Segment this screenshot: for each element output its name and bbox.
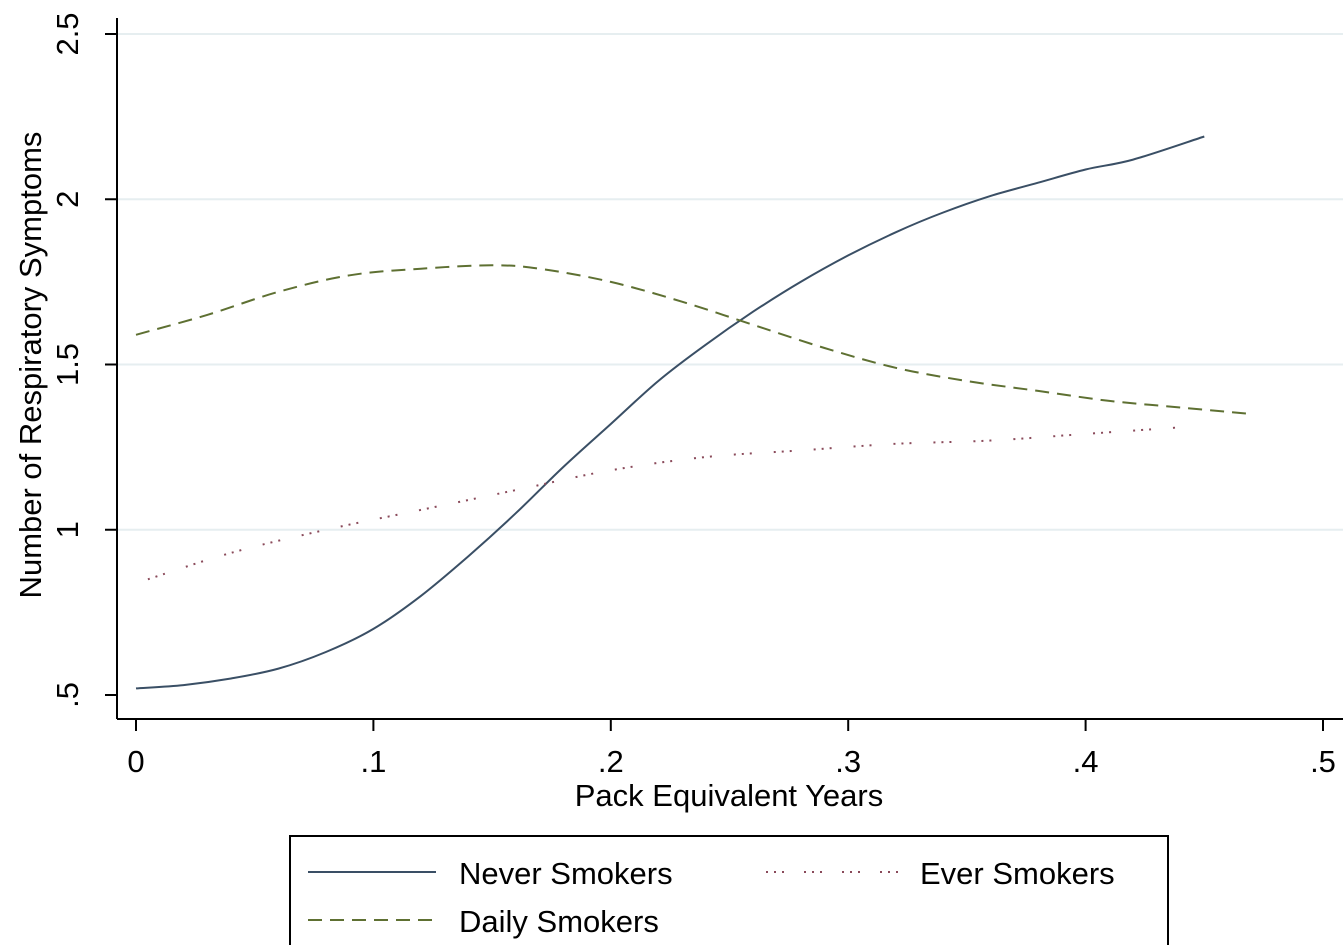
x-tick-label: .3 <box>835 744 861 779</box>
x-axis-title: Pack Equivalent Years <box>575 778 884 813</box>
gridlines <box>117 33 1343 531</box>
series-line-never-smokers <box>135 135 1205 690</box>
y-ticks: .5 1 1.5 2 2.5 <box>50 12 117 708</box>
y-tick-label: 2.5 <box>50 12 85 55</box>
legend-box <box>289 835 1169 945</box>
x-ticks: 0 .1 .2 .3 .4 .5 <box>127 719 1336 779</box>
y-axis-title: Number of Respiratory Symptoms <box>13 132 48 599</box>
y-tick-label: 2 <box>50 191 85 208</box>
x-tick-label: 0 <box>127 744 144 779</box>
y-tick-label: .5 <box>50 682 85 708</box>
legend: Never Smokers Ever Smokers Daily Smokers <box>289 835 1169 945</box>
x-tick-label: .2 <box>598 744 624 779</box>
series-line-daily-smokers <box>135 264 1252 416</box>
x-tick-label: .4 <box>1073 744 1099 779</box>
axes <box>116 18 1343 720</box>
y-tick-label: 1.5 <box>50 343 85 386</box>
y-tick-label: 1 <box>50 521 85 538</box>
legend-label-never-smokers: Never Smokers <box>459 856 673 891</box>
series-line-ever-smokers <box>147 426 1181 581</box>
legend-label-ever-smokers: Ever Smokers <box>920 856 1115 891</box>
x-tick-label: .5 <box>1310 744 1336 779</box>
x-tick-label: .1 <box>360 744 386 779</box>
legend-label-daily-smokers: Daily Smokers <box>459 904 659 939</box>
series-lines <box>135 135 1252 690</box>
